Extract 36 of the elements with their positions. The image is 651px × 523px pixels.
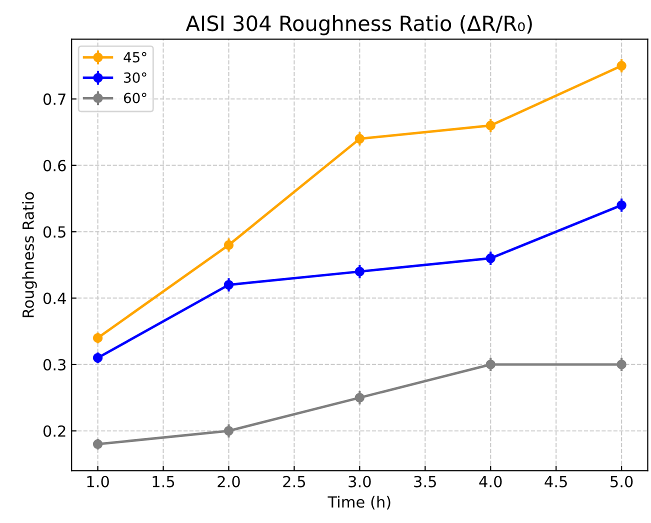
point	[354, 392, 365, 403]
x-axis-title: Time (h)	[328, 496, 390, 510]
point	[224, 240, 234, 250]
y-tick-label: 0.4	[43, 292, 66, 304]
point	[92, 333, 103, 343]
legend-label: 60°	[124, 92, 146, 104]
point	[354, 134, 365, 144]
y-tick-label: 0.3	[43, 358, 66, 371]
y-axis-title: Roughness Ratio	[22, 192, 37, 318]
point	[224, 280, 234, 290]
legend-label: 45°	[124, 52, 146, 62]
point	[486, 120, 496, 130]
point	[354, 266, 365, 276]
x-tick-label: 3.5	[414, 476, 436, 488]
x-tick-label: 4.0	[479, 476, 502, 488]
y-tick-label: 0.5	[43, 226, 66, 238]
x-tick-label: 2.0	[218, 476, 240, 488]
point	[616, 200, 626, 210]
point	[616, 60, 626, 71]
y-tick-label: 0.2	[43, 425, 66, 437]
x-tick-label: 4.5	[544, 476, 567, 488]
chart-title: AISI 304 Roughness Ratio (ΔR/R₀)	[186, 15, 532, 36]
x-tick-label: 3.0	[348, 476, 371, 488]
x-tick-label: 1.5	[152, 476, 174, 488]
x-tick-label: 2.5	[283, 476, 306, 488]
point	[486, 253, 496, 264]
y-tick-label: 0.6	[43, 160, 66, 172]
point	[616, 360, 626, 370]
legend-label: 30°	[124, 72, 146, 83]
point	[224, 426, 234, 436]
point	[486, 360, 496, 370]
point	[92, 352, 103, 363]
x-tick-label: 5.0	[610, 476, 633, 488]
y-tick-label: 0.7	[43, 93, 66, 105]
point	[92, 439, 103, 450]
x-tick-label: 1.0	[87, 476, 109, 488]
